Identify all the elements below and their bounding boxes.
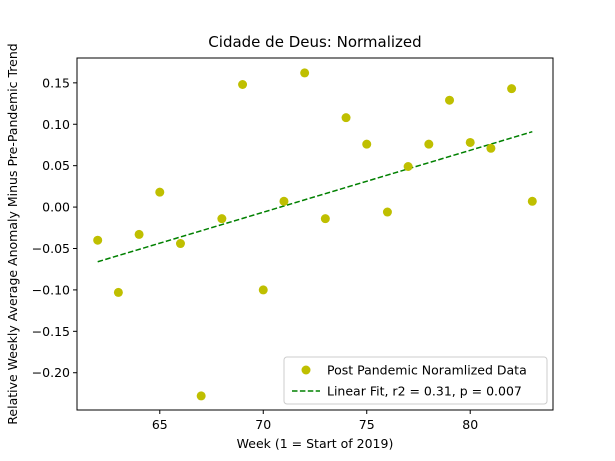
data-point bbox=[362, 139, 372, 149]
data-point bbox=[93, 235, 103, 245]
data-point bbox=[300, 68, 310, 78]
data-point bbox=[238, 80, 248, 90]
data-point bbox=[507, 84, 517, 94]
data-point bbox=[403, 161, 413, 171]
x-tick-label: 70 bbox=[255, 417, 271, 432]
fit-line-layer bbox=[97, 130, 533, 263]
data-point bbox=[424, 139, 434, 149]
data-point bbox=[175, 239, 185, 249]
plot-area bbox=[76, 57, 554, 411]
data-point bbox=[113, 287, 123, 297]
linear-fit-line bbox=[97, 130, 533, 263]
data-point bbox=[465, 137, 475, 147]
x-axis: 65 70 75 80 bbox=[152, 410, 478, 432]
data-point bbox=[320, 214, 330, 224]
y-tick-label: 0.15 bbox=[42, 75, 70, 90]
data-point bbox=[196, 391, 206, 401]
legend-marker-scatter bbox=[301, 365, 311, 375]
x-axis-label: Week (1 = Start of 2019) bbox=[237, 436, 394, 451]
legend: Post Pandemic Noramlized Data Linear Fit… bbox=[283, 356, 548, 405]
data-point bbox=[134, 229, 144, 239]
data-point bbox=[217, 214, 227, 224]
y-tick-label: −0.15 bbox=[32, 324, 70, 339]
y-tick-label: −0.05 bbox=[32, 241, 70, 256]
y-axis-label: Relative Weekly Average Anomaly Minus Pr… bbox=[5, 43, 20, 424]
data-point bbox=[445, 95, 455, 105]
legend-label-scatter: Post Pandemic Noramlized Data bbox=[327, 363, 527, 378]
y-tick-label: −0.10 bbox=[32, 282, 70, 297]
x-tick-label: 80 bbox=[462, 417, 478, 432]
data-points-layer bbox=[93, 68, 537, 401]
data-point bbox=[258, 285, 268, 295]
data-point bbox=[527, 196, 537, 206]
y-tick-label: 0.05 bbox=[42, 158, 70, 173]
data-point bbox=[382, 207, 392, 217]
data-point bbox=[155, 187, 165, 197]
y-tick-label: 0.00 bbox=[42, 200, 70, 215]
data-point bbox=[341, 113, 351, 123]
x-tick-label: 75 bbox=[359, 417, 375, 432]
y-tick-label: −0.20 bbox=[32, 365, 70, 380]
y-axis: −0.20 −0.15 −0.10 −0.05 0.00 0.05 0.10 0.15 bbox=[32, 75, 77, 380]
y-tick-label: 0.10 bbox=[42, 117, 70, 132]
data-point bbox=[486, 143, 496, 153]
x-tick-label: 65 bbox=[152, 417, 168, 432]
chart-title: Cidade de Deus: Normalized bbox=[208, 33, 421, 51]
legend-box bbox=[283, 356, 548, 405]
data-point bbox=[279, 196, 289, 206]
legend-label-fit: Linear Fit, r2 = 0.31, p = 0.007 bbox=[327, 384, 522, 399]
